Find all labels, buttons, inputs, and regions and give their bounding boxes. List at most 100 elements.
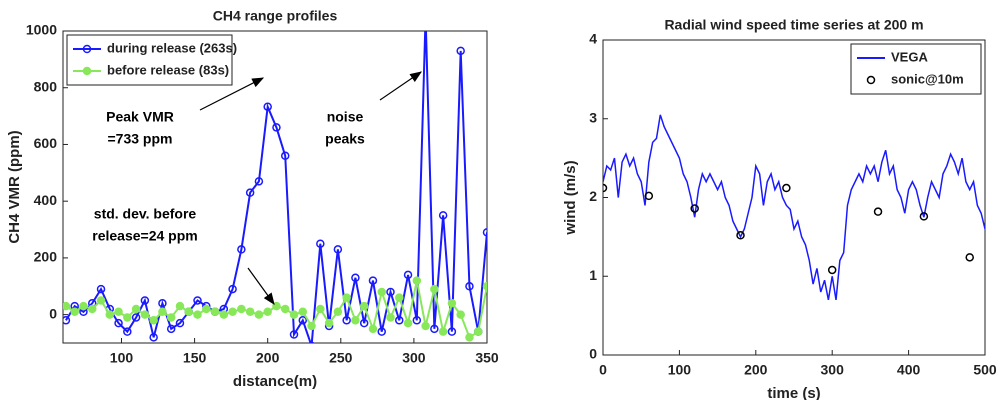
annotation: release=24 ppm	[92, 228, 197, 244]
data-point	[351, 316, 360, 325]
data-point	[465, 282, 474, 291]
data-point	[254, 310, 264, 319]
data-point	[482, 282, 487, 291]
data-point	[289, 310, 299, 319]
data-point	[114, 318, 123, 328]
x-tick-label: 0	[599, 362, 607, 378]
x-tick-label: 150	[183, 350, 207, 366]
x-tick-label: 200	[256, 350, 280, 366]
y-tick-label: 400	[34, 192, 58, 208]
data-point	[377, 287, 386, 297]
data-point	[289, 330, 299, 339]
data-point	[873, 207, 883, 216]
data-point	[272, 301, 281, 311]
legend-marker	[866, 75, 876, 85]
chart-title: CH4 range profiles	[213, 8, 338, 24]
annotation: std. dev. before	[94, 206, 197, 222]
data-point	[395, 316, 404, 325]
data-point	[690, 204, 699, 213]
data-point	[403, 318, 413, 328]
x-tick-label: 300	[821, 362, 845, 378]
data-point	[386, 287, 395, 297]
data-point	[63, 316, 71, 325]
legend-label: VEGA	[891, 49, 928, 64]
data-point	[228, 284, 237, 294]
data-point	[280, 151, 290, 161]
series-line	[65, 31, 487, 343]
data-point	[193, 296, 202, 305]
y-tick-label: 2	[589, 188, 597, 204]
data-point	[456, 46, 465, 56]
chart-title: Radial wind speed time series at 200 m	[664, 17, 923, 33]
data-point	[105, 310, 115, 319]
data-point	[412, 316, 422, 325]
data-point	[272, 123, 281, 132]
data-point	[473, 327, 483, 336]
data-point	[114, 307, 123, 317]
x-tick-label: 200	[744, 362, 768, 378]
data-point	[644, 191, 654, 201]
data-point	[123, 327, 132, 336]
data-point	[403, 270, 413, 280]
y-axis-label: CH4 VMR (ppm)	[6, 130, 23, 243]
data-point	[298, 316, 308, 325]
data-point	[210, 307, 220, 317]
annotation: =733 ppm	[108, 131, 173, 147]
legend-marker	[82, 66, 92, 76]
data-point	[131, 313, 141, 322]
y-tick-label: 1	[589, 267, 597, 283]
data-point	[96, 284, 106, 294]
data-point	[280, 304, 290, 314]
data-point	[603, 183, 608, 193]
y-tick-label: 4	[589, 31, 597, 47]
data-point	[96, 296, 106, 305]
data-point	[70, 307, 79, 317]
data-point	[368, 324, 378, 334]
data-point	[438, 211, 448, 220]
data-point	[202, 304, 211, 314]
plot-content	[63, 13, 487, 343]
data-point	[965, 253, 974, 262]
data-point	[359, 301, 369, 311]
data-point	[245, 188, 255, 197]
data-point	[422, 13, 429, 20]
data-point	[263, 307, 272, 317]
data-point	[333, 245, 343, 254]
data-point	[395, 293, 404, 302]
data-point	[377, 327, 386, 336]
annotation: noise	[327, 109, 364, 125]
data-point	[307, 321, 316, 331]
data-point	[412, 276, 422, 285]
x-tick-label: 250	[329, 350, 353, 366]
data-point	[175, 318, 185, 328]
data-point	[421, 321, 430, 331]
legend-label: during release (263s)	[107, 40, 237, 55]
data-point	[175, 301, 185, 311]
plot-content	[603, 114, 985, 301]
x-tick-label: 100	[110, 350, 134, 366]
data-point	[254, 177, 264, 186]
data-point	[237, 245, 246, 254]
data-point	[193, 310, 202, 319]
data-point	[359, 318, 369, 328]
legend-label: before release (83s)	[107, 62, 229, 77]
data-point	[298, 307, 308, 317]
data-point	[465, 333, 474, 342]
data-point	[308, 341, 315, 343]
data-point	[123, 313, 132, 322]
legend-label: sonic@10m	[891, 71, 964, 86]
data-point	[79, 301, 88, 311]
data-point	[245, 307, 255, 317]
data-point	[827, 265, 837, 275]
y-tick-label: 200	[34, 249, 58, 265]
data-point	[438, 327, 448, 336]
data-point	[342, 316, 351, 325]
annotation-arrow	[247, 267, 275, 305]
data-point	[351, 273, 360, 283]
x-tick-label: 100	[668, 362, 692, 378]
data-point	[333, 307, 343, 317]
y-tick-label: 800	[34, 78, 58, 94]
data-point	[447, 299, 457, 308]
data-point	[149, 333, 158, 342]
data-point	[447, 327, 457, 336]
